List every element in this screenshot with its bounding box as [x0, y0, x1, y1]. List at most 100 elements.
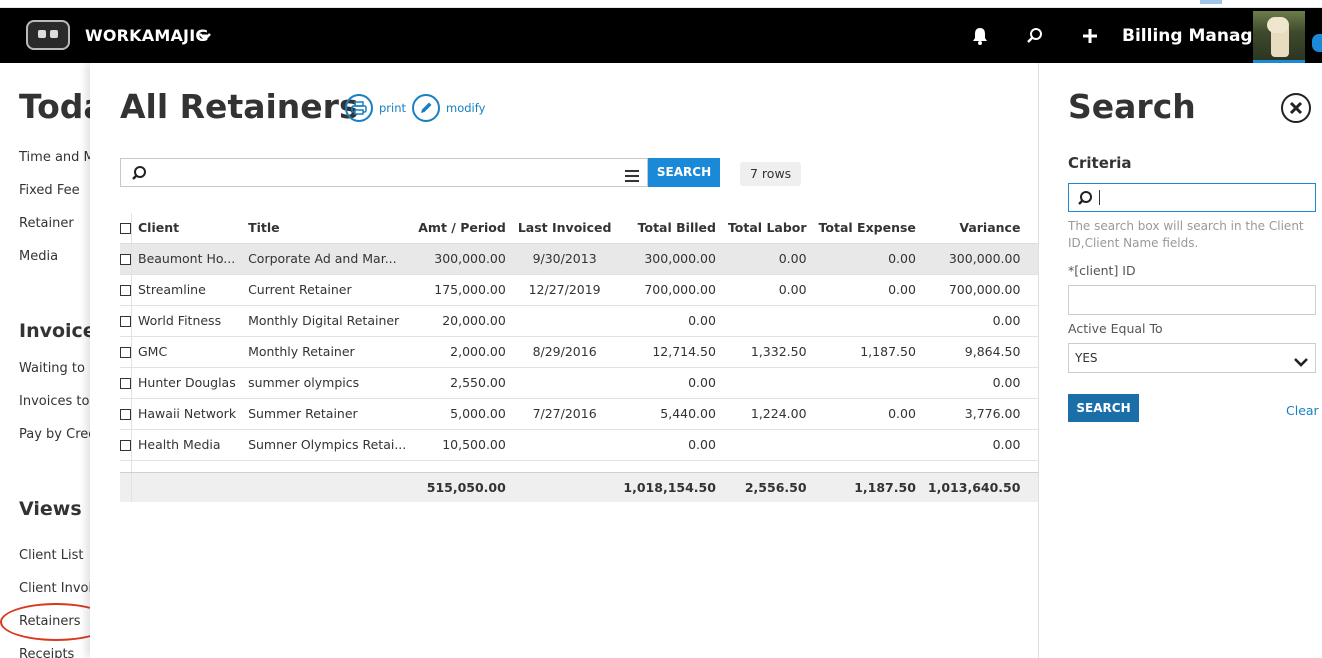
- row-count-badge: 7 rows: [740, 162, 802, 186]
- row-checkbox[interactable]: [120, 367, 132, 399]
- client-id-field[interactable]: [1068, 285, 1316, 315]
- total-labor: 2,556.50: [721, 472, 813, 502]
- criteria-heading: Criteria: [1068, 154, 1132, 172]
- col-last-invoiced[interactable]: Last Invoiced: [511, 213, 618, 244]
- search-icon[interactable]: [1024, 25, 1046, 47]
- cell-variance: 3,776.00: [921, 398, 1027, 430]
- row-checkbox[interactable]: [120, 274, 132, 306]
- cell-billed: 0.00: [617, 305, 722, 337]
- nav-item-media[interactable]: Media: [19, 249, 59, 264]
- cell-amt: 2,000.00: [412, 336, 512, 368]
- table-row[interactable]: GMC Monthly Retainer 2,000.00 8/29/2016 …: [120, 336, 1039, 368]
- table-row[interactable]: Health Media Sumner Olympics Retai... 10…: [120, 429, 1039, 461]
- cell-title: Summer Retainer: [242, 398, 413, 430]
- close-icon[interactable]: [1281, 93, 1311, 123]
- nav-item-waiting[interactable]: Waiting to b: [19, 361, 90, 376]
- col-title[interactable]: Title: [242, 213, 413, 244]
- criteria-search-input[interactable]: [1068, 183, 1316, 212]
- nav-item-invoices-to[interactable]: Invoices to P: [19, 394, 90, 409]
- cell-title: Sumner Olympics Retai...: [242, 429, 413, 461]
- cell-client: Beaumont Ho...: [131, 243, 243, 275]
- search-icon: [131, 165, 147, 185]
- cell-billed: 0.00: [617, 367, 722, 399]
- nav-item-client-invoices[interactable]: Client Invoic: [19, 581, 90, 596]
- cell-title: Monthly Digital Retainer: [242, 305, 413, 337]
- cell-billed: 700,000.00: [617, 274, 722, 306]
- cell-client: World Fitness: [131, 305, 243, 337]
- panel-search-button[interactable]: SEARCH: [1068, 394, 1139, 422]
- nav-item-fixed-fee[interactable]: Fixed Fee: [19, 183, 80, 198]
- main-panel: All Retainers print modify SEARCH 7 rows…: [90, 63, 1039, 658]
- col-variance[interactable]: Variance: [921, 213, 1027, 244]
- active-label: Active Equal To: [1068, 321, 1163, 336]
- cell-amt: 300,000.00: [412, 243, 512, 275]
- left-nav: Toda Time and Ma Fixed Fee Retainer Medi…: [0, 63, 90, 658]
- cell-client: Hunter Douglas: [131, 367, 243, 399]
- cell-expense: 0.00: [812, 398, 922, 430]
- nav-item-client-list[interactable]: Client List: [19, 548, 84, 563]
- nav-item-time-materials[interactable]: Time and Ma: [19, 150, 90, 165]
- col-client[interactable]: Client: [131, 213, 243, 244]
- total-amt: 515,050.00: [412, 472, 512, 502]
- totals-row: 515,050.00 1,018,154.50 2,556.50 1,187.5…: [120, 472, 1039, 502]
- page-title: All Retainers: [120, 87, 359, 126]
- col-total-expense[interactable]: Total Expense: [812, 213, 922, 244]
- table-row[interactable]: Streamline Current Retainer 175,000.00 1…: [120, 274, 1039, 306]
- cell-billed: 5,440.00: [617, 398, 722, 430]
- col-total-labor[interactable]: Total Labor: [721, 213, 813, 244]
- modify-label: modify: [446, 101, 486, 115]
- cell-expense: 1,187.50: [812, 336, 922, 368]
- row-checkbox[interactable]: [120, 398, 132, 430]
- table-row[interactable]: World Fitness Monthly Digital Retainer 2…: [120, 305, 1039, 337]
- nav-item-retainer[interactable]: Retainer: [19, 216, 74, 231]
- table-row[interactable]: Hawaii Network Summer Retainer 5,000.00 …: [120, 398, 1039, 430]
- bell-icon[interactable]: [969, 25, 991, 47]
- nav-item-receipts[interactable]: Receipts: [19, 647, 75, 658]
- print-button[interactable]: print: [345, 94, 406, 122]
- clear-link[interactable]: Clear: [1286, 403, 1319, 418]
- search-panel-title: Search: [1068, 87, 1196, 126]
- cell-expense: [812, 367, 922, 399]
- client-id-label: *[client] ID: [1068, 263, 1136, 278]
- cell-last-invoiced: [511, 429, 618, 461]
- active-select[interactable]: YES: [1068, 343, 1316, 373]
- row-checkbox[interactable]: [120, 429, 132, 461]
- cell-last-invoiced: 7/27/2016: [511, 398, 618, 430]
- row-checkbox[interactable]: [120, 305, 132, 337]
- cell-client: GMC: [131, 336, 243, 368]
- table-row[interactable]: Beaumont Ho... Corporate Ad and Mar... 3…: [120, 243, 1039, 275]
- search-input[interactable]: [120, 158, 648, 187]
- search-help-text: The search box will search in the Client…: [1068, 219, 1304, 250]
- col-total-billed[interactable]: Total Billed: [617, 213, 722, 244]
- nav-item-pay-by-credit[interactable]: Pay by Credi: [19, 427, 90, 442]
- avatar[interactable]: [1253, 11, 1305, 63]
- chevron-down-icon[interactable]: [198, 28, 212, 47]
- chevron-down-icon: [1293, 351, 1309, 379]
- row-checkbox[interactable]: [120, 336, 132, 368]
- cell-amt: 2,550.00: [412, 367, 512, 399]
- select-all-checkbox[interactable]: [120, 213, 132, 244]
- menu-icon[interactable]: [625, 167, 639, 186]
- modify-button[interactable]: modify: [412, 94, 485, 122]
- search-icon: [1077, 190, 1093, 210]
- col-amt-period[interactable]: Amt / Period: [412, 213, 512, 244]
- cell-expense: 0.00: [812, 243, 922, 275]
- table-row[interactable]: Hunter Douglas summer olympics 2,550.00 …: [120, 367, 1039, 399]
- plus-icon[interactable]: [1079, 25, 1101, 47]
- cell-last-invoiced: [511, 305, 618, 337]
- cell-variance: 9,864.50: [921, 336, 1027, 368]
- search-button[interactable]: SEARCH: [648, 158, 720, 187]
- notification-badge[interactable]: [1312, 34, 1322, 52]
- cell-amt: 20,000.00: [412, 305, 512, 337]
- user-name[interactable]: Billing Manager: [1122, 26, 1273, 46]
- row-checkbox[interactable]: [120, 243, 132, 275]
- brand-name[interactable]: WORKAMAJIG: [85, 26, 209, 45]
- cell-title: Monthly Retainer: [242, 336, 413, 368]
- total-billed: 1,018,154.50: [617, 472, 722, 502]
- browser-top-strip: [0, 0, 1322, 8]
- cell-amt: 175,000.00: [412, 274, 512, 306]
- print-icon: [345, 94, 373, 122]
- cell-amt: 5,000.00: [412, 398, 512, 430]
- robot-logo-icon[interactable]: [26, 20, 70, 50]
- cell-title: Corporate Ad and Mar...: [242, 243, 413, 275]
